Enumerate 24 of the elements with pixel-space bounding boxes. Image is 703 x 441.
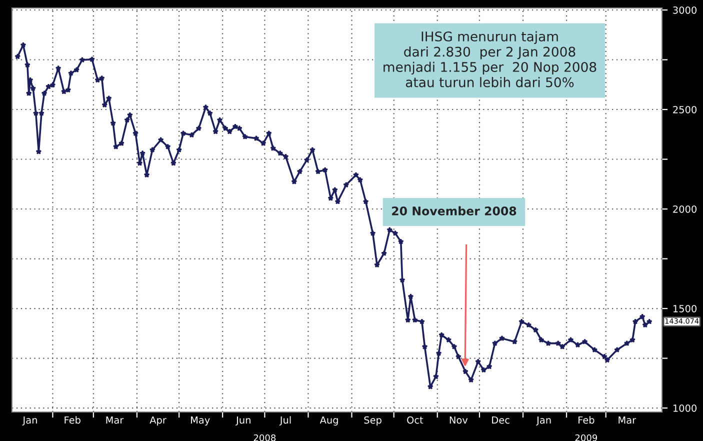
x-tick-label: Dec <box>492 416 510 424</box>
y-tick-label: 3000 <box>673 6 697 14</box>
x-tick-label: Apr <box>150 416 166 426</box>
x-tick-label: Mar <box>106 416 124 424</box>
x-tick-label: Feb <box>64 416 80 424</box>
x-tick-label: Nov <box>450 416 468 424</box>
x-tick-label: Jun <box>236 416 250 426</box>
x-tick-label: Jul <box>279 416 291 426</box>
text: 2008 <box>254 434 276 441</box>
y-tick-label: 1500 <box>673 304 697 312</box>
x-tick-label: Mar <box>618 416 636 424</box>
y-tick-label: 2000 <box>673 205 697 213</box>
y-tick-label: 2500 <box>673 106 697 114</box>
text: 2009 <box>575 434 598 441</box>
x-tick-label: May <box>191 416 210 426</box>
annotation: 20 November 2008 <box>392 206 516 216</box>
x-tick-label: Jan <box>536 416 551 426</box>
x-tick-label: Oct <box>407 416 424 424</box>
y-tick-label: 1000 <box>673 404 697 412</box>
x-tick-label: Aug <box>320 416 338 426</box>
x-tick-label: Sep <box>364 416 382 426</box>
x-tick-label: Feb <box>578 416 594 424</box>
annotation: IHSG menurun tajam dari 2.830 per 2 Jan 2008 menjadi 1.155 per 20 Nop 2008 atau turun lebih dari 50% <box>384 31 596 88</box>
x-tick-label: Jan <box>22 416 37 426</box>
